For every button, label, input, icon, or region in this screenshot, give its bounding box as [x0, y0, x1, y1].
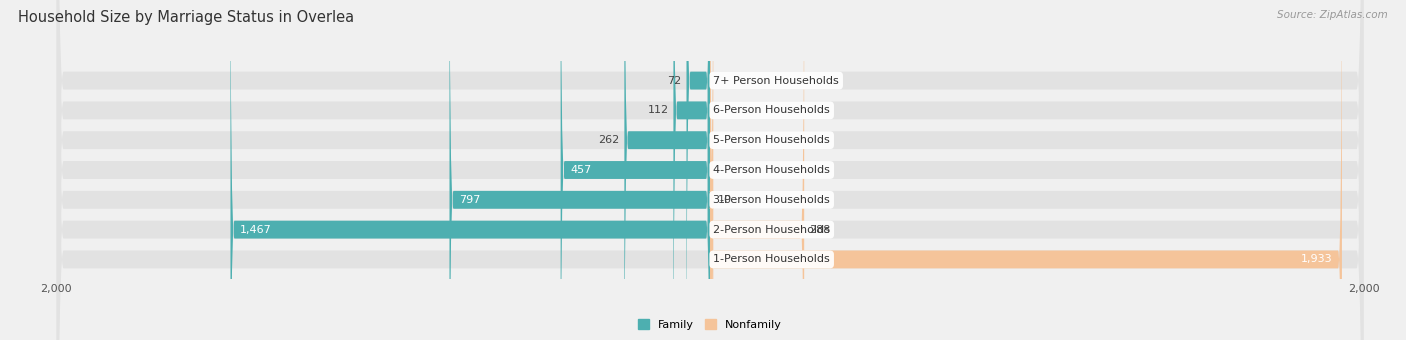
Text: 797: 797 — [460, 195, 481, 205]
FancyBboxPatch shape — [710, 0, 1341, 340]
Text: 262: 262 — [598, 135, 620, 145]
FancyBboxPatch shape — [56, 0, 1364, 340]
FancyBboxPatch shape — [624, 0, 710, 340]
FancyBboxPatch shape — [710, 0, 714, 340]
FancyBboxPatch shape — [56, 0, 1364, 340]
Legend: Family, Nonfamily: Family, Nonfamily — [634, 315, 786, 334]
Text: 3-Person Households: 3-Person Households — [713, 195, 830, 205]
FancyBboxPatch shape — [673, 0, 710, 340]
FancyBboxPatch shape — [561, 0, 710, 340]
Text: Source: ZipAtlas.com: Source: ZipAtlas.com — [1277, 10, 1388, 20]
FancyBboxPatch shape — [56, 0, 1364, 340]
FancyBboxPatch shape — [56, 0, 1364, 340]
Text: 1,467: 1,467 — [240, 225, 271, 235]
Text: 5-Person Households: 5-Person Households — [713, 135, 830, 145]
FancyBboxPatch shape — [450, 0, 710, 340]
FancyBboxPatch shape — [686, 0, 710, 340]
FancyBboxPatch shape — [56, 0, 1364, 340]
Text: 288: 288 — [808, 225, 831, 235]
FancyBboxPatch shape — [56, 0, 1364, 340]
FancyBboxPatch shape — [231, 0, 710, 340]
Text: 7+ Person Households: 7+ Person Households — [713, 75, 839, 86]
Text: 72: 72 — [668, 75, 682, 86]
Text: 2-Person Households: 2-Person Households — [713, 225, 830, 235]
FancyBboxPatch shape — [710, 0, 804, 340]
FancyBboxPatch shape — [56, 0, 1364, 340]
Text: 112: 112 — [647, 105, 668, 115]
Text: 1,933: 1,933 — [1301, 254, 1331, 265]
Text: 10: 10 — [718, 195, 733, 205]
Text: 457: 457 — [571, 165, 592, 175]
Text: 4-Person Households: 4-Person Households — [713, 165, 830, 175]
Text: 6-Person Households: 6-Person Households — [713, 105, 830, 115]
Text: 1-Person Households: 1-Person Households — [713, 254, 830, 265]
Text: Household Size by Marriage Status in Overlea: Household Size by Marriage Status in Ove… — [18, 10, 354, 25]
